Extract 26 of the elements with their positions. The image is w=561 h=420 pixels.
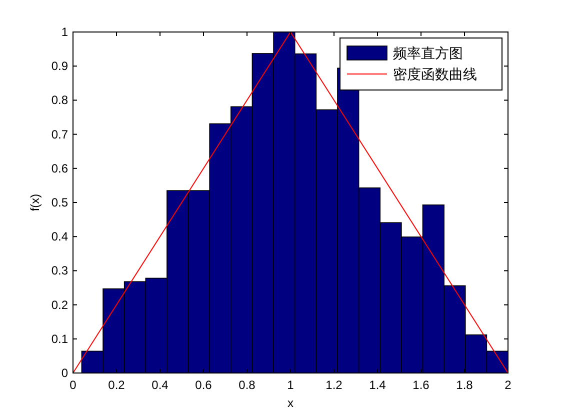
y-tick-label: 0.1 (51, 332, 68, 346)
y-axis-title: f(x) (28, 194, 42, 212)
x-tick-label: 1.6 (412, 378, 430, 392)
y-tick-label: 0.3 (51, 264, 68, 278)
x-tick-label: 0.6 (195, 378, 212, 392)
legend-label: 频率直方图 (393, 45, 463, 61)
y-tick-label: 0.6 (51, 161, 68, 176)
x-tick-label: 1.2 (326, 378, 343, 392)
y-tick-label: 0.2 (51, 298, 68, 312)
y-tick-label: 0.9 (51, 59, 68, 74)
x-tick-label: 0 (70, 378, 77, 392)
y-tick-label: 1 (61, 25, 68, 39)
x-tick-label: 1.8 (456, 378, 474, 392)
x-tick-label: 0.2 (108, 378, 126, 392)
x-tick-label: 0.8 (238, 378, 256, 392)
x-tick-label: 1.4 (369, 378, 386, 392)
y-tick-label: 0.7 (51, 127, 68, 142)
x-tick-label: 1 (287, 378, 294, 392)
y-tick-label: 0.8 (51, 93, 68, 108)
y-tick-label: 0 (61, 366, 68, 380)
y-tick-label: 0.5 (51, 196, 68, 210)
legend-label: 密度函数曲线 (393, 66, 477, 82)
x-tick-label: 0.4 (152, 378, 169, 392)
y-tick-label: 0.4 (51, 230, 68, 244)
x-axis-title: x (288, 396, 294, 410)
x-tick-label: 2 (504, 378, 512, 392)
